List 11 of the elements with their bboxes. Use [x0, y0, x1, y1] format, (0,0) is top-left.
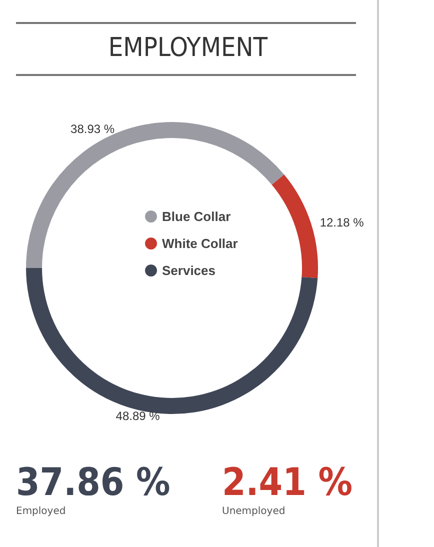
text: 2.41 % — [222, 460, 352, 504]
data-label: 12.18 % — [320, 215, 364, 230]
data-label: 38.93 % — [70, 122, 115, 136]
text: Unemployed — [222, 506, 286, 517]
legend-label: White Collar — [162, 236, 238, 251]
legend-label: Blue Collar — [162, 209, 231, 224]
data-label: 48.89 % — [116, 408, 160, 423]
text: Employed — [16, 506, 67, 517]
chart-title: EMPLOYMENT — [108, 33, 268, 63]
text: 37.86 % — [16, 460, 170, 504]
legend-label: Services — [162, 263, 216, 278]
